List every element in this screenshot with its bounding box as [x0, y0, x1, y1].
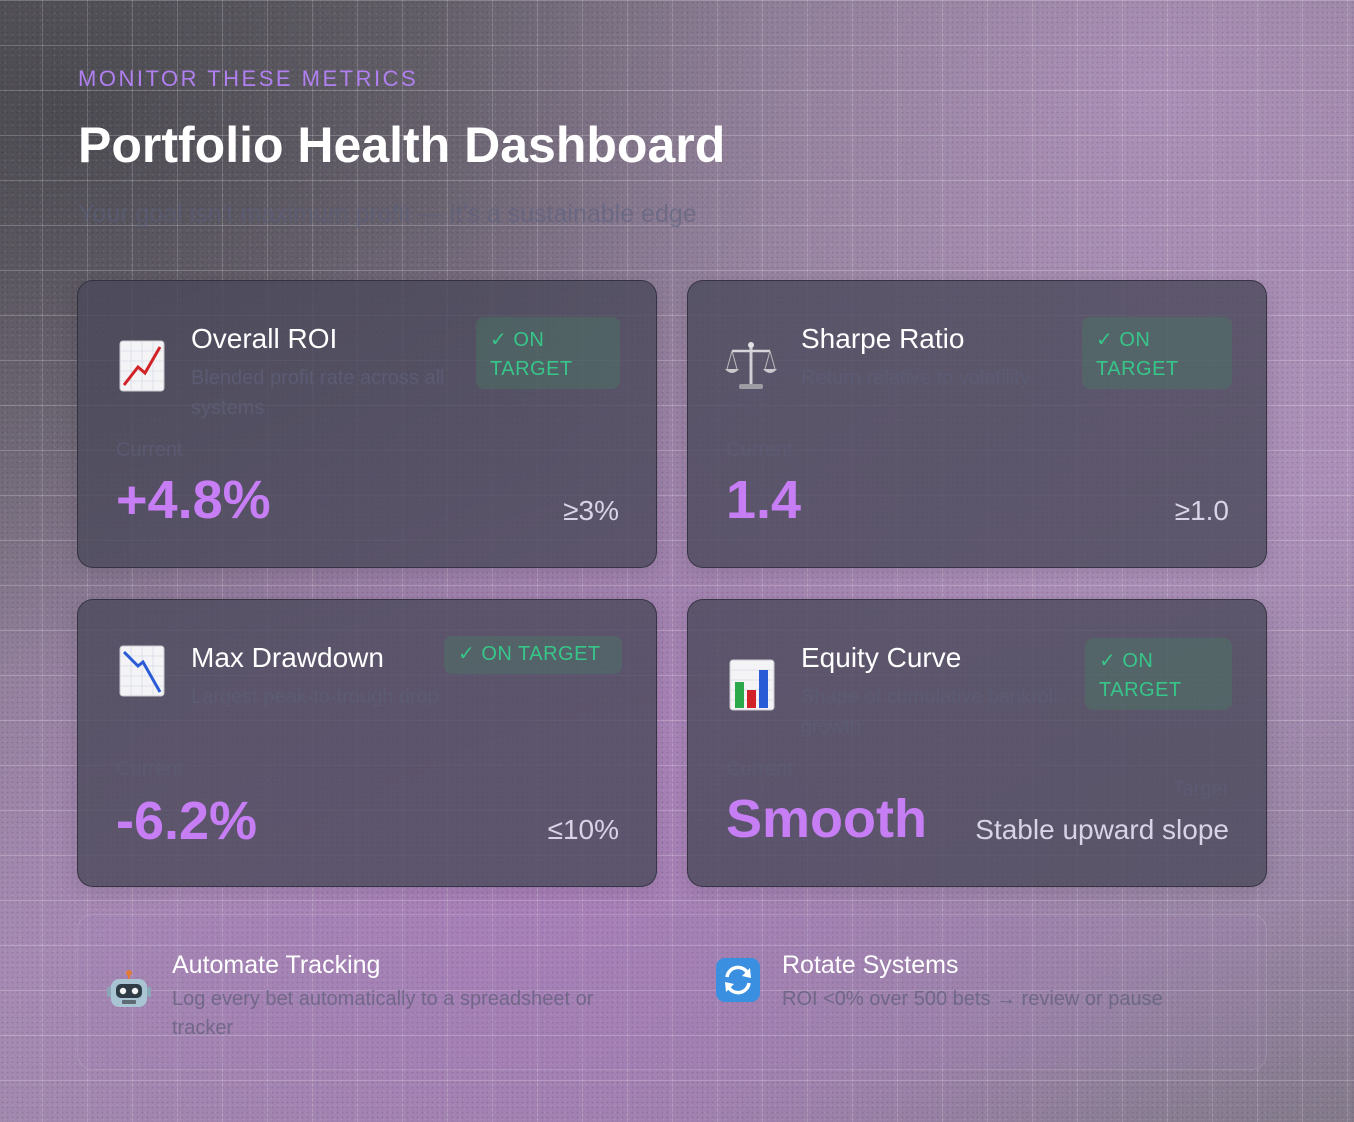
metric-card-max-drawdown: Max Drawdown Largest peak-to-trough drop… — [77, 599, 657, 887]
current-label: Current — [726, 758, 793, 780]
metric-title: Sharpe Ratio — [801, 323, 965, 354]
current-label: Current — [116, 758, 183, 780]
metric-target: ≤10% — [547, 814, 619, 845]
metric-title: Equity Curve — [801, 642, 962, 673]
metric-target: Stable upward slope — [975, 814, 1229, 845]
metric-title: Max Drawdown — [191, 642, 384, 673]
tip-title: Automate Tracking — [172, 951, 381, 979]
page-subtitle: Your goal isn't maximum profit — it's a … — [78, 200, 697, 228]
metric-card-sharpe-ratio: Sharpe Ratio Return relative to volatili… — [687, 280, 1267, 568]
bar-chart-icon — [729, 659, 775, 711]
metric-card-overall-roi: Overall ROI Blended profit rate across a… — [77, 280, 657, 568]
metric-description: Blended profit rate across all systems — [191, 367, 445, 419]
metric-value: Smooth — [726, 789, 927, 849]
metric-description: Return relative to volatility — [801, 367, 1030, 389]
chart-decreasing-icon — [119, 645, 165, 697]
metric-target: ≥3% — [563, 495, 619, 526]
chart-increasing-icon — [119, 340, 165, 392]
current-label: Current — [116, 439, 183, 461]
page-title: Portfolio Health Dashboard — [78, 117, 726, 173]
metric-target: ≥1.0 — [1174, 495, 1229, 526]
metric-value: 1.4 — [726, 470, 802, 530]
metric-description: Shape of cumulative bankroll growth — [801, 686, 1058, 738]
metric-description: Largest peak-to-trough drop — [191, 686, 439, 708]
eyebrow-label: MONITOR THESE METRICS — [78, 66, 419, 91]
rotate-arrows-icon — [716, 958, 760, 1002]
robot-icon — [107, 970, 151, 1007]
tip-description: Log every bet automatically to a spreads… — [172, 988, 594, 1039]
tip-description: ROI <0% over 500 bets → review or pause — [782, 988, 1163, 1010]
tips-panel: Automate Tracking Log every bet automati… — [77, 914, 1267, 1070]
status-badge: ✓ ON TARGET — [444, 636, 622, 674]
metric-value: -6.2% — [116, 791, 258, 851]
target-label: Target — [1172, 778, 1228, 800]
status-badge: ✓ ON TARGET — [1085, 638, 1232, 710]
tip-title: Rotate Systems — [782, 951, 959, 979]
metric-title: Overall ROI — [191, 323, 338, 354]
current-label: Current — [726, 439, 793, 461]
metric-value: +4.8% — [116, 470, 271, 530]
metric-card-equity-curve: Equity Curve Shape of cumulative bankrol… — [687, 599, 1267, 887]
status-badge: ✓ ON TARGET — [476, 317, 620, 389]
status-badge: ✓ ON TARGET — [1082, 317, 1232, 389]
balance-scale-icon — [725, 342, 777, 389]
